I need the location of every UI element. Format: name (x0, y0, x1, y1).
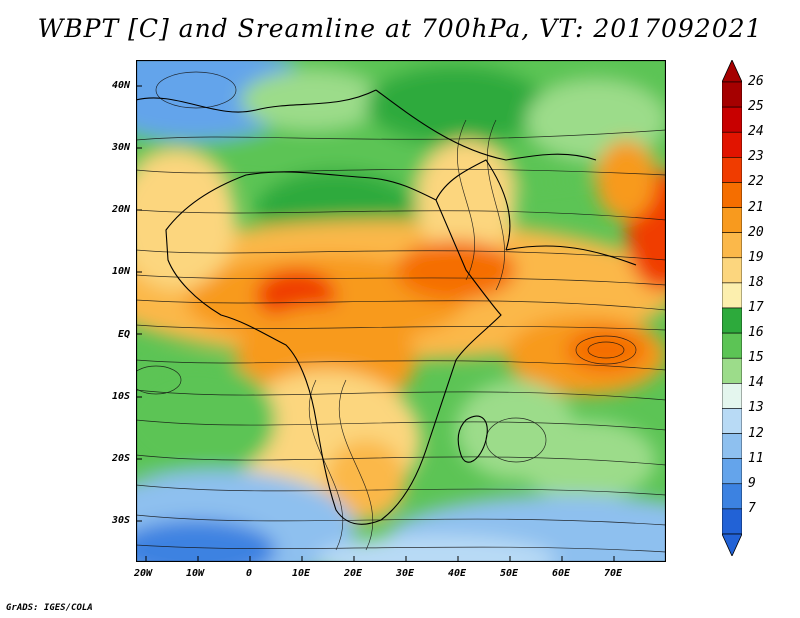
colorbar-label: 26 (748, 74, 764, 89)
colorbar-swatch (722, 282, 742, 309)
colorbar-swatch (722, 131, 742, 158)
colorbar-swatch (722, 508, 742, 535)
colorbar-swatch (722, 483, 742, 510)
colorbar-swatch (722, 81, 742, 108)
colorbar-label: 20 (748, 224, 764, 240)
colorbar-label: 13 (748, 400, 764, 416)
colorbar-top-arrow (722, 60, 742, 83)
colorbar-label: 16 (748, 325, 764, 341)
colorbar-swatch (722, 106, 742, 133)
colorbar-swatch (722, 357, 742, 384)
colorbar-swatch (722, 232, 742, 259)
colorbar-label: 23 (748, 149, 764, 165)
colorbar-swatch (722, 307, 742, 334)
colorbar-label: 19 (748, 249, 764, 265)
colorbar-label: 14 (748, 375, 764, 391)
grads-credit: GrADS: IGES/COLA (6, 603, 93, 613)
colorbar-swatch (722, 257, 742, 284)
lon-label-30e: 30E (396, 568, 415, 579)
colorbar-swatch (722, 207, 742, 233)
colorbar-swatch (722, 408, 742, 434)
colorbar-label: 15 (748, 350, 764, 366)
colorbar-bottom-arrow (722, 533, 742, 556)
lon-label-50e: 50E (500, 568, 519, 579)
colorbar-label: 18 (748, 274, 764, 290)
colorbar-swatch (722, 157, 742, 183)
lon-label-0: 0 (246, 568, 253, 579)
colorbar-label: 21 (748, 199, 764, 215)
lon-label-60e: 60E (552, 568, 571, 579)
lon-label-40e: 40E (448, 568, 467, 579)
lat-label-20s: 20S (111, 453, 130, 464)
lat-label-10n: 10N (111, 266, 130, 277)
lon-label-20w: 20W (134, 568, 153, 579)
colorbar-label: 17 (748, 300, 764, 315)
lat-label-40n: 40N (111, 80, 130, 91)
colorbar-label: 12 (748, 425, 764, 441)
colorbar-label: 24 (748, 124, 764, 140)
lat-label-30s: 30S (111, 515, 130, 526)
colorbar-swatch (722, 433, 742, 459)
lat-label-eq: EQ (117, 329, 130, 340)
wbpt-shading (136, 60, 666, 562)
colorbar-label: 25 (748, 99, 764, 115)
map-title: WBPT [C] and Sreamline at 700hPa, VT: 20… (37, 14, 763, 43)
lat-label-30n: 30N (111, 142, 130, 153)
lon-label-70e: 70E (604, 568, 623, 579)
wbpt-streamline-map (136, 60, 666, 562)
colorbar-label: 22 (748, 174, 764, 190)
map-panel (136, 60, 666, 562)
lon-label-20e: 20E (344, 568, 363, 579)
axis-ticks (136, 85, 615, 562)
colorbar-label: 11 (748, 450, 764, 466)
lat-label-10s: 10S (111, 391, 130, 402)
colorbar (722, 60, 742, 556)
colorbar-swatch (722, 332, 742, 359)
lon-label-10e: 10E (292, 568, 311, 579)
lat-label-20n: 20N (111, 204, 130, 215)
colorbar-label: 9 (748, 475, 756, 491)
colorbar-label: 7 (748, 500, 756, 516)
colorbar-swatch (722, 182, 742, 208)
lon-label-10w: 10W (186, 568, 205, 579)
colorbar-swatch (722, 383, 742, 409)
coastlines (136, 89, 637, 525)
colorbar-swatch (722, 458, 742, 485)
